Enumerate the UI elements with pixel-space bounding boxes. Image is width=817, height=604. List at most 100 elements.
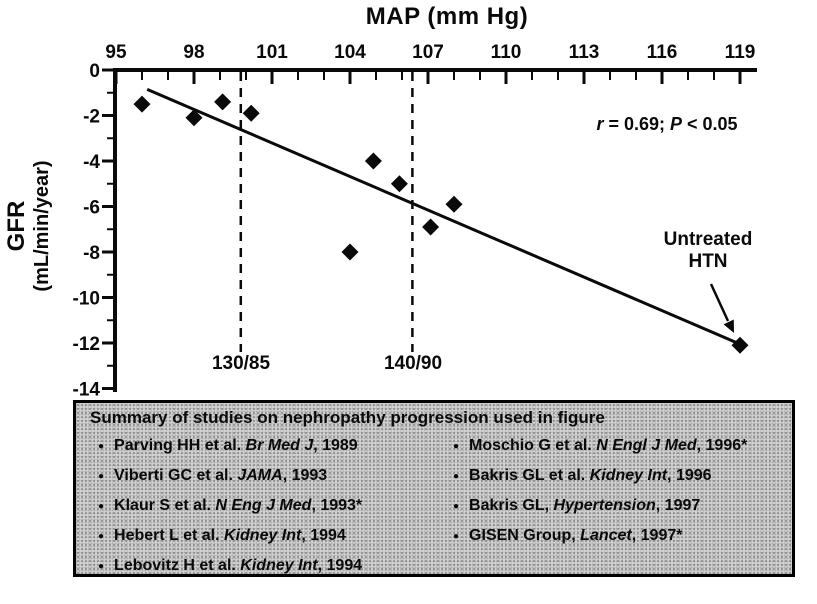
study-authors: Parving HH et al. bbox=[114, 437, 246, 454]
legend-item: ● Hebert L et al. Kidney Int, 1994 bbox=[98, 521, 448, 551]
study-journal: Hypertension bbox=[553, 497, 656, 514]
legend-box: Summary of studies on nephropathy progre… bbox=[73, 400, 795, 577]
y-tick-label: -2 bbox=[83, 107, 100, 128]
data-point bbox=[445, 195, 463, 213]
bullet-icon: ● bbox=[453, 440, 460, 452]
study-year: , 1997* bbox=[631, 527, 683, 544]
study-journal: Kidney Int bbox=[224, 527, 302, 544]
legend-item-text: Parving HH et al. Br Med J, 1989 bbox=[114, 437, 358, 455]
x-tick-label: 110 bbox=[491, 42, 522, 63]
trend-line bbox=[146, 87, 741, 346]
study-authors: GISEN Group, bbox=[469, 527, 581, 544]
data-point bbox=[185, 109, 203, 127]
x-tick-label: 119 bbox=[725, 42, 756, 63]
arrow-shaft bbox=[709, 283, 730, 322]
data-point bbox=[214, 93, 232, 111]
reference-lines bbox=[239, 72, 414, 352]
arrow-head bbox=[723, 319, 734, 333]
x-tick-label: 107 bbox=[412, 42, 444, 63]
data-point bbox=[731, 336, 749, 354]
study-journal: JAMA bbox=[237, 467, 283, 484]
y-tick-label: -4 bbox=[83, 152, 100, 173]
y-tick-label: -6 bbox=[83, 198, 100, 219]
x-tick-label: 98 bbox=[183, 42, 204, 63]
y-tick-label: -14 bbox=[73, 380, 101, 401]
study-journal: Kidney Int bbox=[589, 467, 668, 484]
untreated-htn-arrow bbox=[709, 283, 734, 333]
axes: 95 98 101 104 107 110 113 116 119 0 -2 -4 -6 -8 -10 -12… bbox=[73, 42, 757, 400]
x-axis-title: MAP (mm Hg) bbox=[365, 3, 529, 30]
bp-threshold-label-130-85: 130/85 bbox=[211, 353, 271, 374]
data-point bbox=[364, 152, 382, 170]
data-points bbox=[133, 93, 749, 354]
x-tick-label: 95 bbox=[105, 42, 127, 63]
legend-item: ● Bakris GL et al. Kidney Int, 1996 bbox=[453, 461, 783, 491]
untreated-htn-label: Untreated HTN bbox=[628, 229, 788, 273]
study-authors: Lebovitz H et al. bbox=[114, 557, 241, 574]
y-tick-label: -12 bbox=[73, 334, 100, 355]
y-tick-label: -8 bbox=[83, 243, 100, 264]
bullet-icon: ● bbox=[98, 560, 105, 572]
y-tick-label: 0 bbox=[89, 61, 100, 82]
legend-title: Summary of studies on nephropathy progre… bbox=[90, 408, 605, 427]
x-tick-label: 113 bbox=[569, 42, 600, 63]
scatter-plot: 95 98 101 104 107 110 113 116 119 0 -2 -4 -6 -8 -10 -12… bbox=[73, 42, 757, 400]
legend-item: ● Parving HH et al. Br Med J, 1989 bbox=[98, 431, 448, 461]
stat-symbol: P bbox=[670, 114, 683, 134]
bullet-icon: ● bbox=[98, 440, 105, 452]
study-authors: Moschio G et al. bbox=[469, 437, 597, 454]
x-tick-label: 104 bbox=[334, 42, 366, 63]
study-year: , 1993* bbox=[311, 497, 363, 514]
legend-item-text: Klaur S et al. N Eng J Med, 1993* bbox=[114, 497, 362, 515]
study-authors: Hebert L et al. bbox=[114, 527, 225, 544]
legend-item: ● Moschio G et al. N Engl J Med, 1996* bbox=[453, 431, 783, 461]
study-year: , 1993 bbox=[282, 467, 328, 484]
study-authors: Bakris GL, bbox=[469, 497, 554, 514]
study-authors: Klaur S et al. bbox=[114, 497, 216, 514]
correlation-annotation: r = 0.69; P < 0.05 bbox=[547, 114, 787, 135]
legend-item-text: Lebovitz H et al. Kidney Int, 1994 bbox=[114, 557, 362, 575]
untreated-htn-line2: HTN bbox=[688, 251, 728, 272]
study-journal: Lancet bbox=[580, 527, 632, 544]
bullet-icon: ● bbox=[98, 470, 105, 482]
legend-item: ● Lebovitz H et al. Kidney Int, 1994 bbox=[98, 551, 448, 581]
study-authors: Viberti GC et al. bbox=[114, 467, 238, 484]
bullet-icon: ● bbox=[453, 530, 460, 542]
y-axis-title-line1: GFR bbox=[3, 200, 30, 252]
study-year: , 1994 bbox=[317, 557, 363, 574]
data-point bbox=[390, 175, 408, 193]
legend-item-text: Hebert L et al. Kidney Int, 1994 bbox=[114, 527, 346, 545]
legend-column-left: ● Parving HH et al. Br Med J, 1989 ● Vibert… bbox=[98, 431, 448, 581]
x-tick-label: 101 bbox=[256, 42, 288, 63]
data-point bbox=[133, 95, 151, 113]
stat-text: = 0.69; bbox=[603, 114, 670, 134]
legend-item-text: Bakris GL et al. Kidney Int, 1996 bbox=[469, 467, 711, 485]
data-point bbox=[242, 104, 260, 122]
legend-item: ● Bakris GL, Hypertension, 1997 bbox=[453, 491, 783, 521]
data-point bbox=[341, 243, 359, 261]
bullet-icon: ● bbox=[453, 470, 460, 482]
legend-item-text: Bakris GL, Hypertension, 1997 bbox=[469, 497, 700, 515]
untreated-htn-line1: Untreated bbox=[663, 229, 753, 250]
study-year: , 1997 bbox=[655, 497, 701, 514]
trend-line-group bbox=[146, 87, 741, 346]
study-journal: Kidney Int bbox=[240, 557, 318, 574]
study-journal: Br Med J bbox=[245, 437, 314, 454]
bullet-icon: ● bbox=[98, 530, 105, 542]
study-journal: N Eng J Med bbox=[215, 497, 312, 514]
study-year: , 1996* bbox=[696, 437, 748, 454]
y-axis-title-line2: (mL/min/year) bbox=[30, 160, 53, 292]
legend-item-text: Viberti GC et al. JAMA, 1993 bbox=[114, 467, 327, 485]
legend-item-text: GISEN Group, Lancet, 1997* bbox=[469, 527, 682, 545]
study-authors: Bakris GL et al. bbox=[469, 467, 590, 484]
x-tick-label: 116 bbox=[647, 42, 678, 63]
stat-text: < 0.05 bbox=[682, 114, 738, 134]
stat-symbol: r bbox=[596, 114, 604, 134]
study-year: , 1996 bbox=[667, 467, 712, 484]
study-year: , 1989 bbox=[313, 437, 358, 454]
bullet-icon: ● bbox=[98, 500, 105, 512]
bp-threshold-label-140-90: 140/90 bbox=[383, 353, 443, 374]
study-year: , 1994 bbox=[301, 527, 346, 544]
y-tick-label: -10 bbox=[73, 289, 100, 310]
